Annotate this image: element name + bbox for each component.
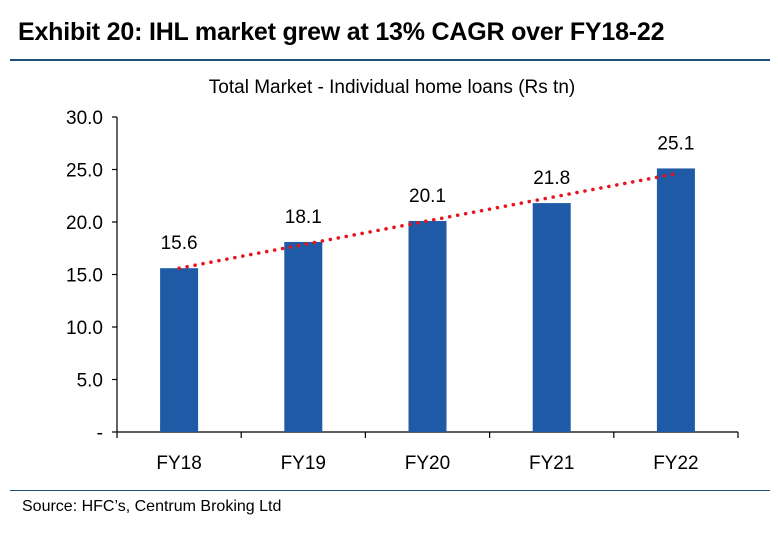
bar-fy22: [656, 168, 695, 432]
trendline: [177, 171, 678, 270]
chart-title: Total Market - Individual home loans (Rs…: [209, 77, 575, 98]
bar-fy18: [160, 268, 199, 432]
x-axis: FY18 FY19 FY20 FY21 FY22: [116, 431, 739, 474]
y-tick-label: -: [97, 423, 103, 444]
bar-fy21: [532, 203, 571, 432]
y-tick-label: 15.0: [66, 266, 103, 287]
x-tick-label: FY18: [156, 453, 201, 474]
x-tick-label: FY22: [653, 453, 698, 474]
source-note: Source: HFC’s, Centrum Broking Ltd: [22, 498, 282, 515]
x-tick-label: FY19: [281, 453, 326, 474]
x-tick-label: FY21: [529, 453, 574, 474]
source-divider: [10, 490, 770, 491]
title-divider: [10, 59, 770, 61]
y-tick-label: 5.0: [77, 371, 103, 392]
bars: [160, 168, 695, 432]
y-tick-label: 20.0: [66, 213, 103, 234]
data-label: 25.1: [657, 133, 694, 154]
bar-fy20: [408, 220, 447, 432]
data-labels: 15.6 18.1 20.1 21.8 25.1: [161, 133, 695, 254]
data-label: 15.6: [161, 233, 198, 254]
data-label: 18.1: [285, 207, 322, 228]
data-label: 20.1: [409, 186, 446, 207]
y-tick-label: 30.0: [66, 108, 103, 129]
x-tick-label: FY20: [405, 453, 450, 474]
y-tick-label: 10.0: [66, 318, 103, 339]
data-label: 21.8: [533, 168, 570, 189]
cagr-trendline: [177, 171, 678, 270]
bar-fy19: [284, 241, 323, 432]
y-tick-label: 25.0: [66, 161, 103, 182]
exhibit-title: Exhibit 20: IHL market grew at 13% CAGR …: [18, 18, 665, 46]
y-axis: - 5.0 10.0 15.0 20.0 25.0 30.0: [66, 108, 118, 444]
